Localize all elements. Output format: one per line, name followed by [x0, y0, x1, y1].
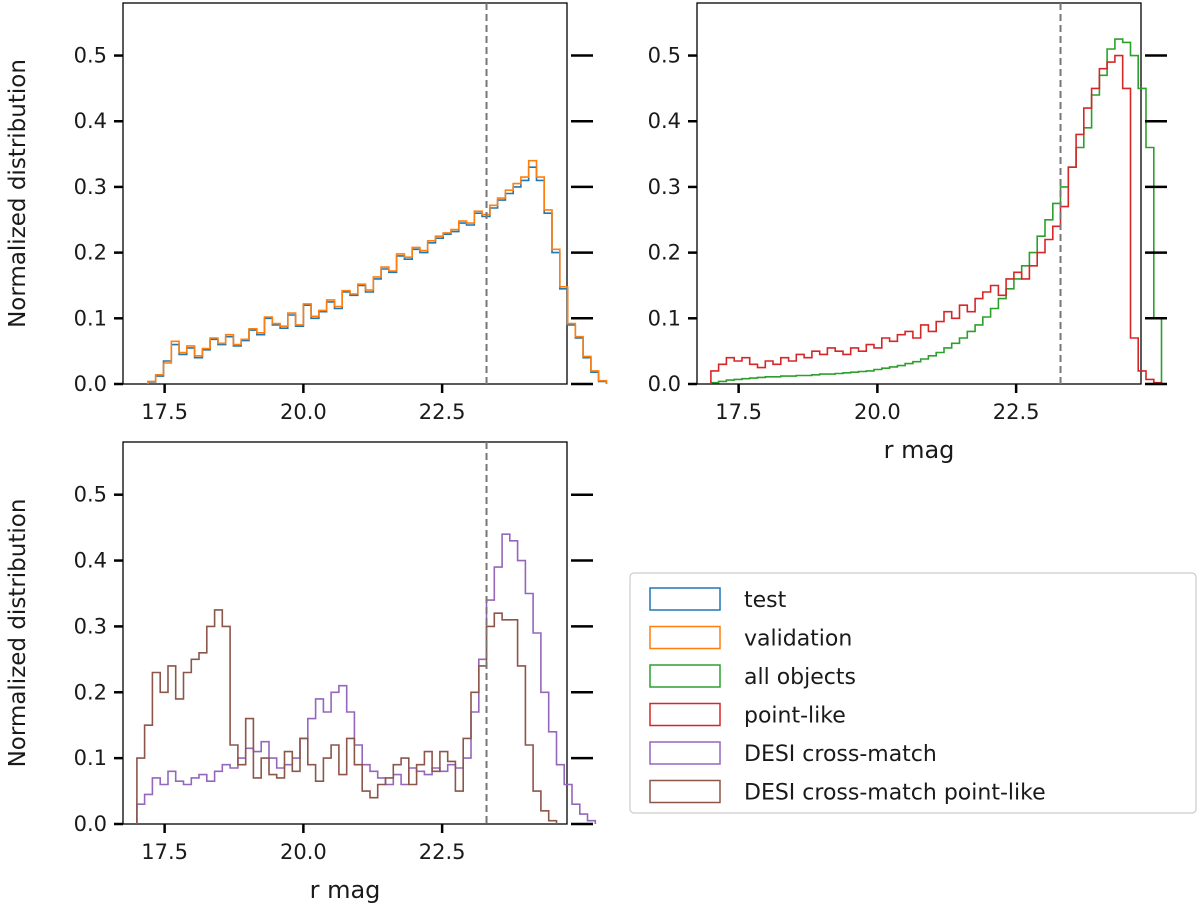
y-tick-label: 0.3: [648, 175, 681, 199]
x-tick-label: 17.5: [141, 400, 188, 424]
panel-bottom-left: 17.5 20.0 22.5 0.0 0.1 0.2 0.3 0.4 0.5 Normalized…: [5, 441, 597, 904]
y-tick-label: 0.4: [74, 549, 107, 573]
y-tick-label: 0.0: [648, 372, 681, 396]
x-tick-label: 20.0: [280, 400, 327, 424]
y-tick-label: 0.2: [74, 241, 107, 265]
y-tick-label: 0.1: [648, 306, 681, 330]
panel-top-left: 17.5 20.0 22.5 0.0 0.1 0.2 0.3 0.4 0.5 Normalized…: [5, 2, 608, 424]
histogram-desi-cross-match-point-like: [136, 609, 558, 824]
y-tick-label: 0.2: [648, 241, 681, 265]
x-tick-label: 22.5: [993, 400, 1040, 424]
y-tick-label: 0.0: [74, 372, 107, 396]
y-axis-label: Normalized distribution: [5, 499, 31, 768]
plot-frame: [122, 441, 568, 825]
legend-label: DESI cross-match: [744, 742, 937, 767]
x-tick-label: 20.0: [280, 840, 327, 864]
y-tick-label: 0.5: [74, 44, 107, 68]
y-tick-label: 0.3: [74, 175, 107, 199]
y-tick-label: 0.5: [74, 483, 107, 507]
x-axis-label: r mag: [884, 436, 955, 464]
legend-swatch-desi-cross-match: [649, 741, 721, 765]
legend-swatch-desi-cross-match-point-like: [649, 779, 721, 804]
y-axis-label: Normalized distribution: [5, 59, 31, 328]
plot-frame: [696, 2, 1142, 385]
x-axis-label: r mag: [310, 876, 381, 904]
legend-swatch-all-objects: [649, 664, 721, 688]
x-tick-label: 22.5: [419, 400, 466, 424]
x-tick-label: 17.5: [141, 840, 188, 864]
histogram-validation: [147, 159, 608, 384]
legend-swatch-test: [649, 587, 721, 611]
legend-box: [629, 572, 1197, 814]
y-tick-label: 0.1: [74, 306, 107, 330]
legend-label: test: [744, 588, 787, 613]
y-tick-label: 0.3: [74, 614, 107, 638]
histogram-point-like: [710, 54, 1163, 384]
legend-label: point-like: [744, 704, 846, 729]
y-tick-label: 0.5: [648, 44, 681, 68]
plot-frame: [122, 2, 568, 385]
y-tick-label: 0.0: [74, 812, 107, 836]
histogram-desi-cross-match: [136, 533, 597, 824]
y-tick-label: 0.4: [74, 109, 107, 133]
y-tick-label: 0.1: [74, 746, 107, 770]
legend: test validation all objects point-like DESI …: [629, 572, 1197, 814]
legend-label: all objects: [744, 665, 856, 690]
y-tick-label: 0.2: [74, 680, 107, 704]
histogram-test: [147, 166, 608, 384]
y-tick-label: 0.4: [648, 109, 681, 133]
legend-label: DESI cross-match point-like: [744, 781, 1046, 806]
x-tick-label: 17.5: [715, 400, 762, 424]
x-tick-label: 20.0: [854, 400, 901, 424]
histogram-all-objects: [710, 38, 1163, 384]
legend-label: validation: [744, 627, 852, 652]
panel-top-right: 17.5 20.0 22.5 0.0 0.1 0.2 0.3 0.4 0.5 r mag: [648, 2, 1167, 464]
legend-swatch-validation: [649, 625, 721, 650]
x-tick-label: 22.5: [419, 840, 466, 864]
legend-swatch-point-like: [649, 702, 721, 727]
